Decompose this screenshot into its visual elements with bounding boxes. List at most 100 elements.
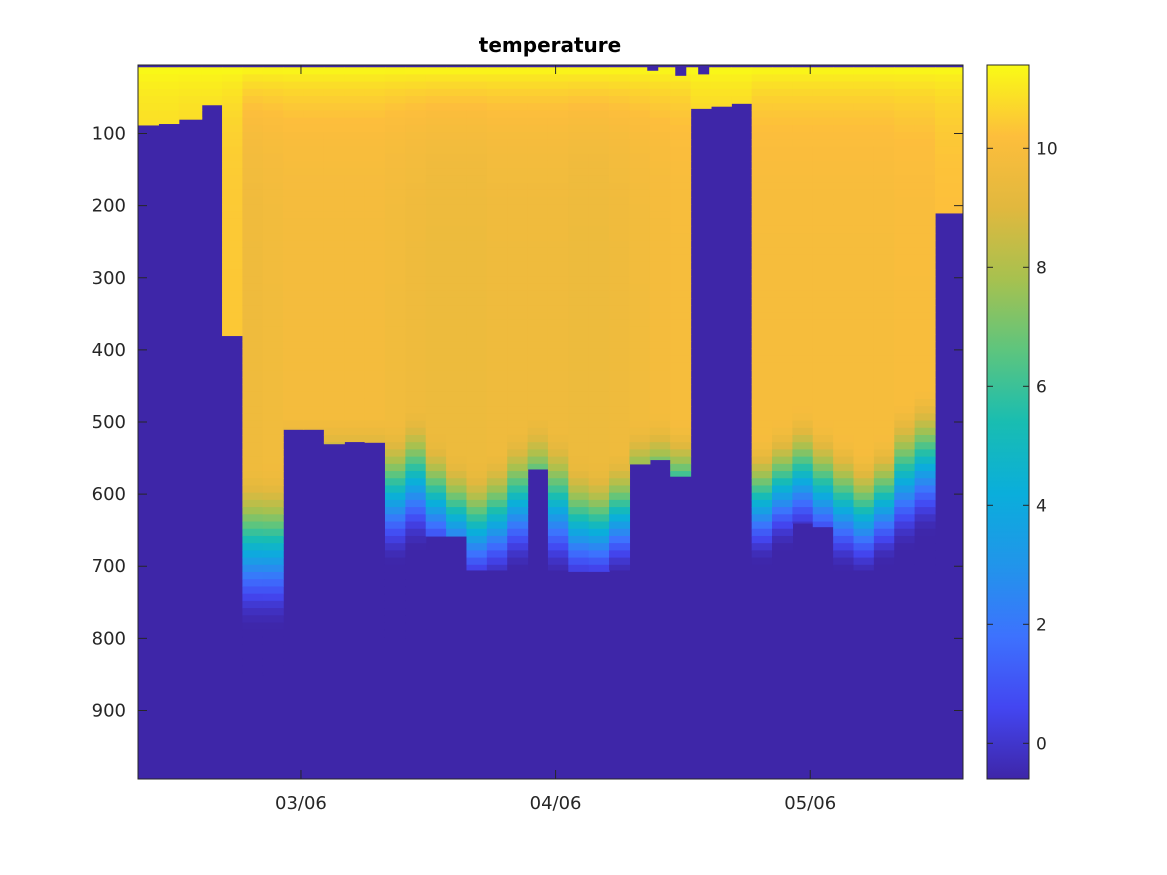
heatmap-cell (873, 225, 895, 234)
heatmap-cell (242, 485, 264, 494)
heatmap-cell (629, 362, 651, 371)
heatmap-cell (547, 254, 569, 263)
heatmap-cell (609, 305, 631, 313)
heatmap-cell (486, 341, 508, 350)
heatmap-cell (772, 189, 793, 198)
heatmap-cell (751, 535, 773, 544)
heatmap-cell (507, 341, 529, 350)
heatmap-cell (384, 564, 406, 573)
heatmap-cell (609, 189, 631, 198)
heatmap-cell (649, 305, 671, 313)
heatmap-cell (670, 182, 692, 191)
heatmap-cell (547, 218, 569, 227)
heatmap-cell (446, 124, 468, 133)
heatmap-cell (405, 600, 427, 609)
heatmap-cell (446, 175, 468, 184)
heatmap-cell (262, 74, 284, 83)
heatmap-cell (547, 398, 569, 407)
surface-gap-cell (675, 65, 687, 76)
heatmap-cell (262, 528, 284, 537)
heatmap-cell (588, 442, 610, 450)
heatmap-cell (588, 550, 610, 559)
heatmap-cell (812, 341, 834, 350)
heatmap-cell (588, 240, 610, 249)
heatmap-cell (405, 413, 427, 422)
heatmap-cell (242, 535, 264, 544)
heatmap-cell (853, 456, 875, 465)
heatmap-cell (629, 196, 651, 205)
heatmap-cell (873, 204, 895, 212)
heatmap-cell (507, 103, 529, 112)
heatmap-cell (547, 204, 569, 212)
heatmap-cell (792, 319, 814, 328)
heatmap-cell (262, 449, 284, 458)
heatmap-cell (894, 535, 916, 544)
heatmap-cell (649, 96, 671, 104)
profile-column (242, 67, 264, 676)
heatmap-cell (914, 139, 936, 148)
heatmap-cell (812, 499, 834, 508)
heatmap-cell (833, 391, 855, 400)
heatmap-cell (242, 593, 264, 602)
heatmap-cell (303, 81, 325, 90)
heatmap-cell (812, 182, 834, 191)
heatmap-cell (812, 442, 834, 450)
profile-column (751, 67, 773, 571)
heatmap-cell (242, 117, 264, 126)
heatmap-cell (303, 146, 325, 155)
heatmap-cell (283, 81, 305, 90)
heatmap-cell (588, 132, 610, 140)
heatmap-cell (609, 326, 631, 335)
heatmap-cell (242, 110, 264, 119)
heatmap-cell (873, 247, 895, 256)
profile-column (405, 67, 427, 632)
heatmap-cell (914, 514, 936, 523)
heatmap-cell (772, 153, 793, 162)
heatmap-cell (609, 103, 631, 112)
heatmap-cell (364, 276, 386, 285)
heatmap-cell (303, 362, 325, 371)
heatmap-cell (242, 240, 264, 249)
heatmap-cell (609, 391, 631, 400)
heatmap-cell (833, 74, 855, 83)
heatmap-cell (609, 341, 631, 350)
heatmap-cell (568, 103, 590, 112)
heatmap-cell (833, 182, 855, 191)
heatmap-cell (303, 124, 325, 133)
heatmap-cell (507, 88, 529, 97)
heatmap-cell (914, 103, 936, 112)
heatmap-cell (178, 117, 203, 120)
heatmap-cell (283, 254, 305, 263)
heatmap-cell (222, 334, 243, 337)
heatmap-cell (507, 528, 529, 537)
heatmap-cell (853, 153, 875, 162)
heatmap-cell (853, 499, 875, 508)
heatmap-cell (833, 427, 855, 436)
heatmap-cell (894, 377, 916, 386)
heatmap-cell (812, 326, 834, 335)
heatmap-cell (486, 334, 508, 342)
heatmap-cell (364, 341, 386, 350)
heatmap-cell (242, 564, 264, 573)
heatmap-cell (568, 261, 590, 270)
heatmap-cell (649, 132, 671, 140)
heatmap-cell (792, 456, 814, 465)
heatmap-cell (222, 305, 243, 313)
heatmap-cell (914, 370, 936, 378)
heatmap-cell (629, 269, 651, 277)
heatmap-cell (303, 182, 325, 191)
heatmap-cell (425, 175, 447, 184)
heatmap-cell (242, 74, 264, 83)
heatmap-cell (242, 276, 264, 285)
heatmap-cell (609, 204, 631, 212)
heatmap-cell (833, 283, 855, 292)
heatmap-cell (894, 211, 916, 220)
heatmap-cell (629, 377, 651, 386)
heatmap-cell (894, 564, 916, 571)
heatmap-cell (303, 117, 325, 126)
heatmap-cell (853, 168, 875, 176)
heatmap-cell (812, 88, 834, 97)
heatmap-cell (323, 139, 345, 148)
heatmap-cell (262, 189, 284, 198)
heatmap-cell (242, 514, 264, 523)
